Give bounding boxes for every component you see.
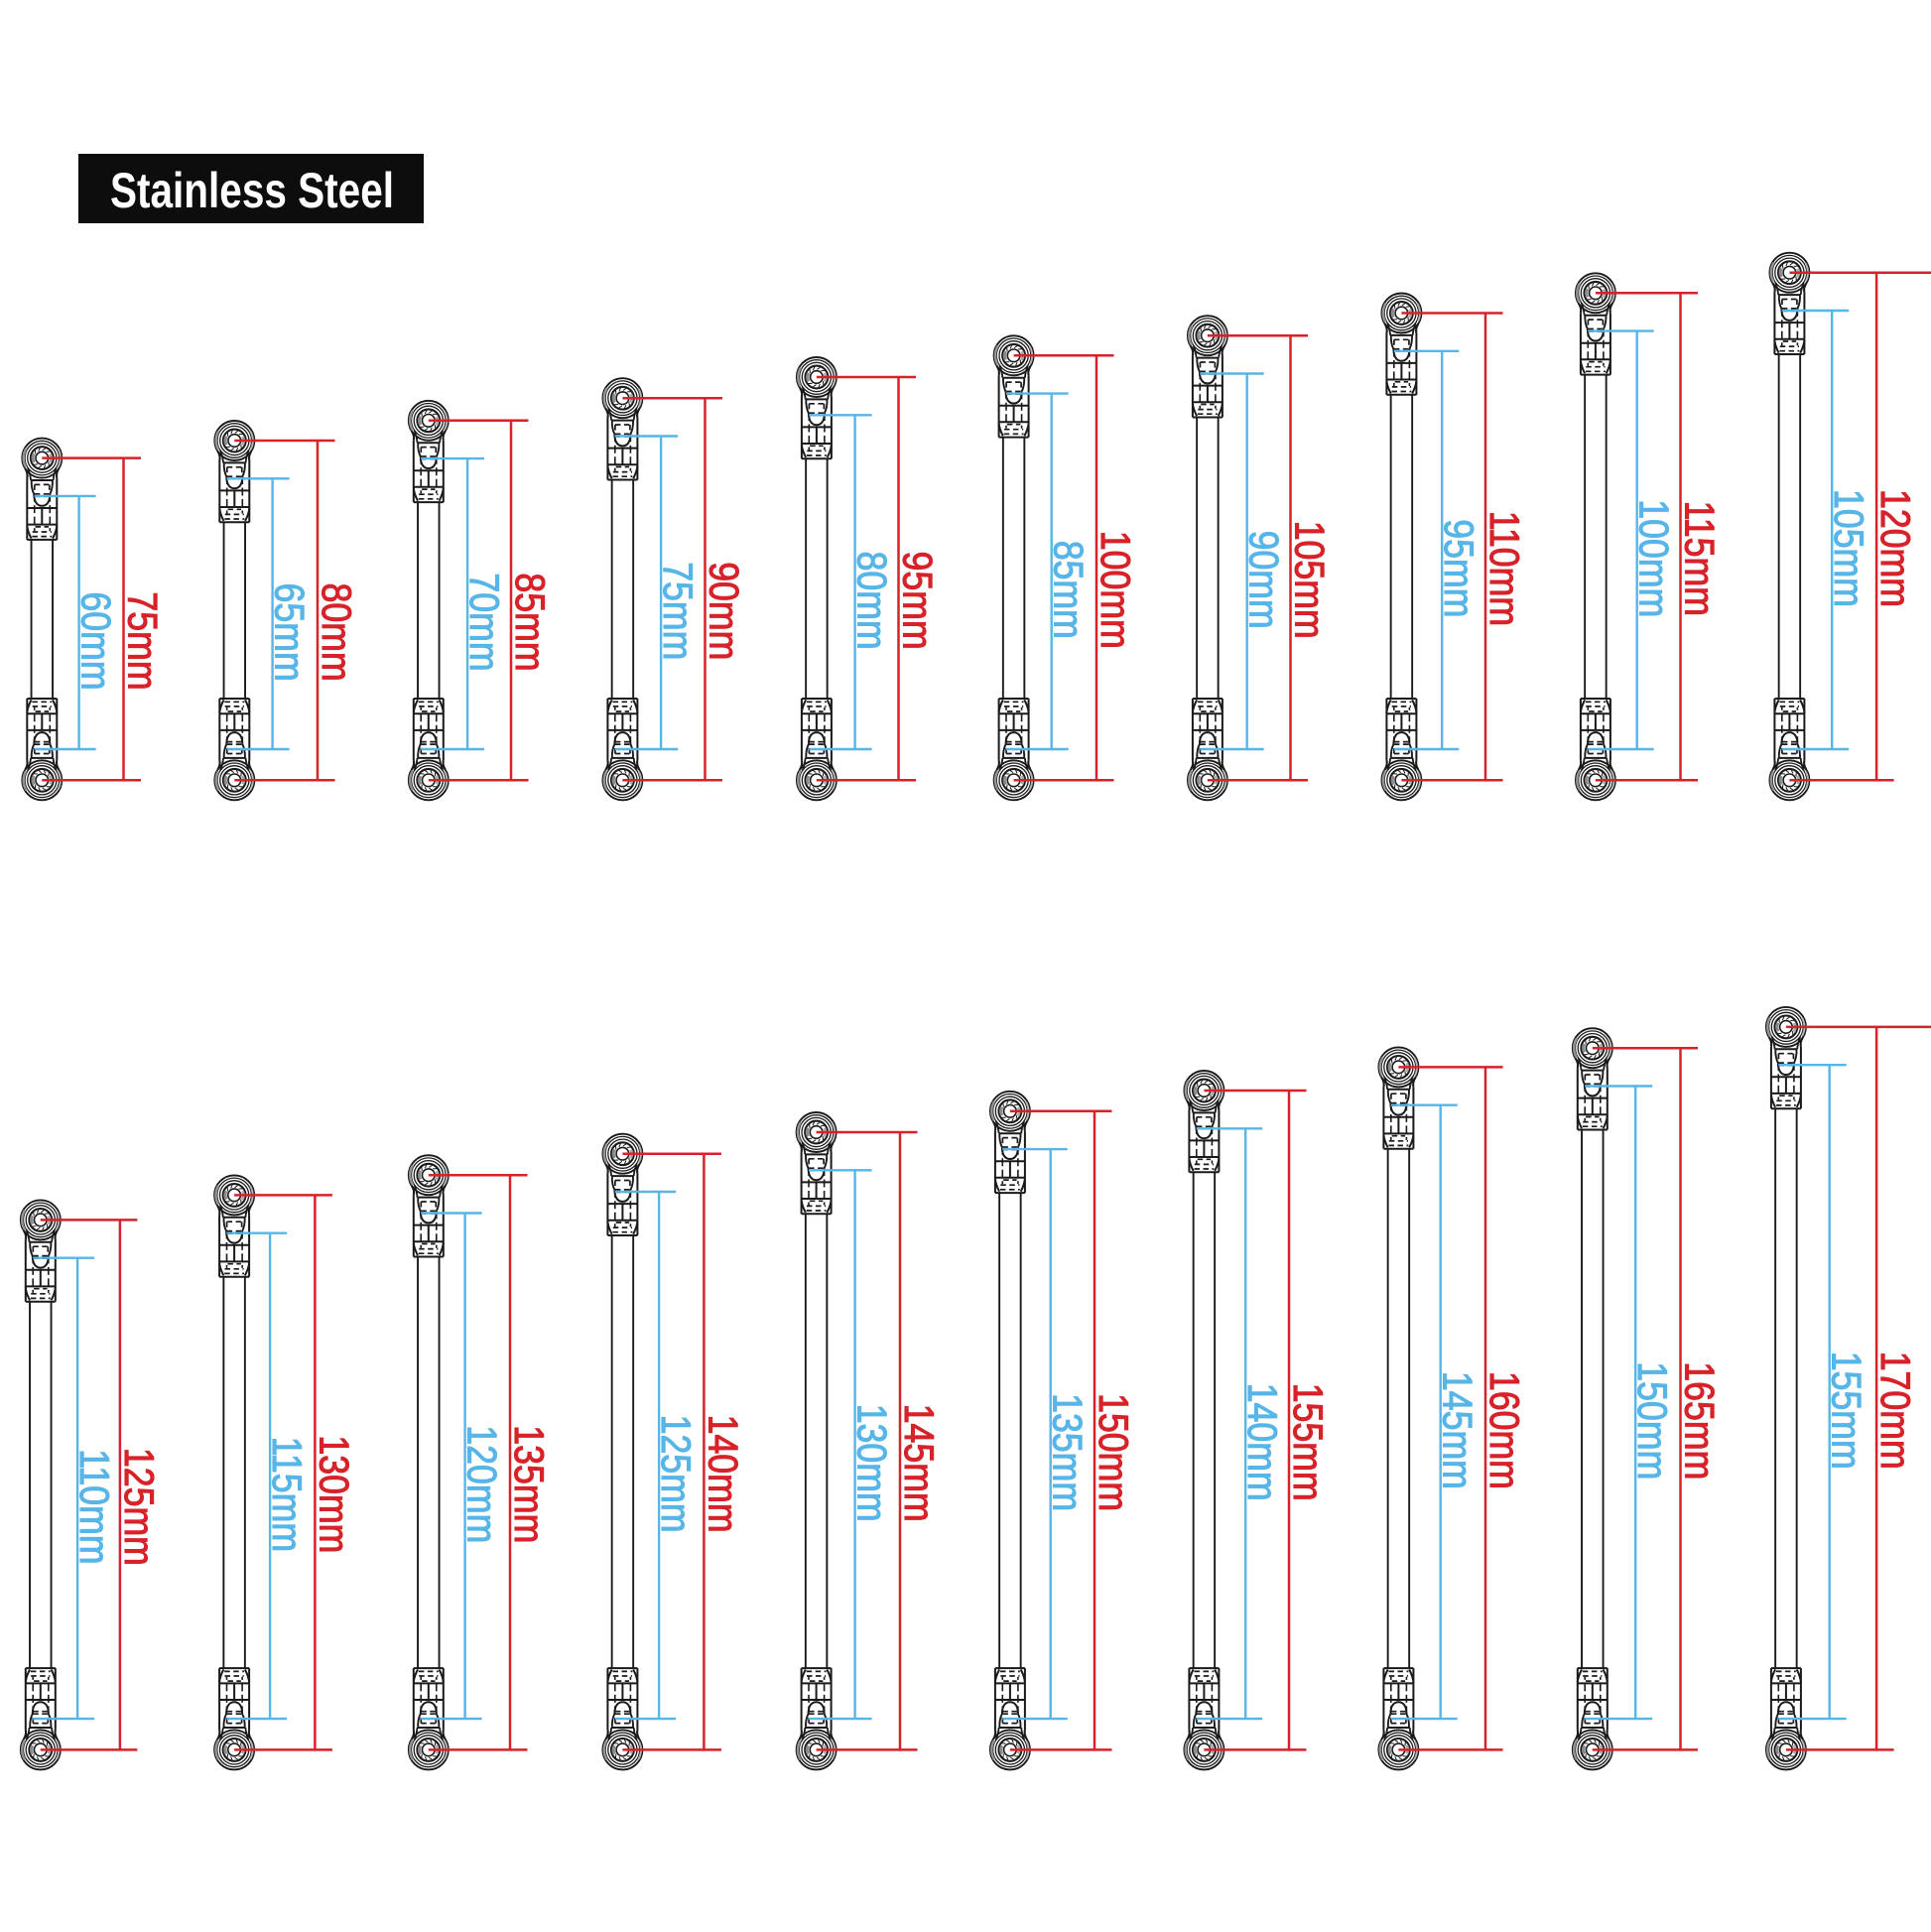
svg-text:Stainless Steel: Stainless Steel xyxy=(110,163,394,218)
svg-text:140mm: 140mm xyxy=(700,1415,745,1533)
svg-text:65mm: 65mm xyxy=(266,583,312,682)
svg-text:75mm: 75mm xyxy=(654,562,700,660)
svg-text:115mm: 115mm xyxy=(263,1437,309,1552)
svg-text:110mm: 110mm xyxy=(70,1449,116,1564)
svg-text:150mm: 150mm xyxy=(1629,1361,1675,1480)
svg-text:85mm: 85mm xyxy=(506,573,552,671)
svg-text:145mm: 145mm xyxy=(1434,1371,1480,1489)
svg-text:150mm: 150mm xyxy=(1090,1393,1135,1511)
svg-text:75mm: 75mm xyxy=(119,591,165,690)
svg-text:110mm: 110mm xyxy=(1480,511,1526,626)
svg-text:80mm: 80mm xyxy=(313,583,358,682)
svg-text:165mm: 165mm xyxy=(1676,1361,1722,1480)
svg-text:160mm: 160mm xyxy=(1480,1371,1526,1489)
svg-text:120mm: 120mm xyxy=(1871,489,1917,607)
svg-text:155mm: 155mm xyxy=(1284,1383,1330,1501)
svg-text:80mm: 80mm xyxy=(848,552,894,650)
svg-text:170mm: 170mm xyxy=(1871,1352,1917,1470)
svg-text:60mm: 60mm xyxy=(72,591,118,690)
svg-text:115mm: 115mm xyxy=(1676,501,1722,616)
svg-text:105mm: 105mm xyxy=(1286,521,1332,639)
svg-text:135mm: 135mm xyxy=(505,1425,551,1543)
svg-text:130mm: 130mm xyxy=(311,1435,356,1553)
svg-text:70mm: 70mm xyxy=(460,573,506,671)
svg-text:90mm: 90mm xyxy=(1240,531,1286,629)
svg-text:135mm: 135mm xyxy=(1044,1393,1090,1511)
svg-text:155mm: 155mm xyxy=(1823,1352,1868,1470)
svg-text:100mm: 100mm xyxy=(1630,499,1676,617)
svg-text:120mm: 120mm xyxy=(458,1425,504,1543)
svg-text:130mm: 130mm xyxy=(848,1404,894,1522)
svg-text:95mm: 95mm xyxy=(1436,519,1481,617)
svg-text:145mm: 145mm xyxy=(895,1404,941,1522)
svg-text:125mm: 125mm xyxy=(115,1448,161,1566)
svg-text:100mm: 100mm xyxy=(1092,531,1137,649)
svg-text:105mm: 105mm xyxy=(1826,489,1871,607)
svg-text:95mm: 95mm xyxy=(894,552,940,650)
svg-text:140mm: 140mm xyxy=(1239,1383,1285,1501)
svg-text:125mm: 125mm xyxy=(652,1415,698,1533)
svg-text:85mm: 85mm xyxy=(1045,541,1091,639)
svg-text:90mm: 90mm xyxy=(701,562,746,660)
